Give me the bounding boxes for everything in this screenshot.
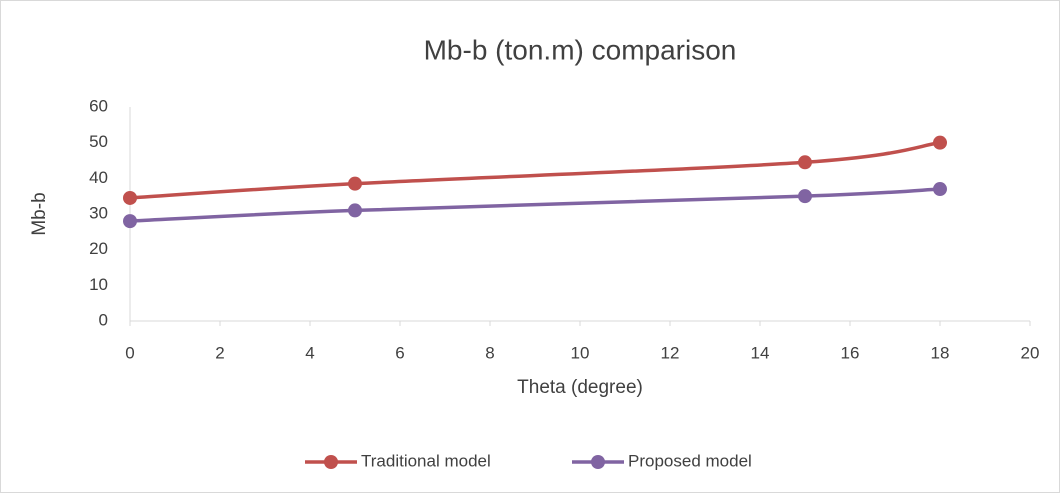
data-point	[798, 155, 812, 170]
data-point	[123, 190, 137, 205]
legend-label: Proposed model	[628, 451, 752, 470]
y-tick-label: 20	[89, 239, 108, 258]
x-tick-label: 14	[751, 343, 770, 362]
y-tick-label: 60	[89, 96, 108, 115]
x-tick-label: 18	[931, 343, 950, 362]
x-tick-label: 16	[841, 343, 860, 362]
y-tick-label: 10	[89, 275, 108, 294]
x-tick-label: 2	[215, 343, 224, 362]
data-point	[933, 135, 947, 150]
data-point	[348, 176, 362, 191]
data-point	[348, 203, 362, 218]
x-tick-label: 4	[305, 343, 314, 362]
legend-marker	[324, 455, 338, 469]
x-tick-label: 8	[485, 343, 494, 362]
x-axis-label: Theta (degree)	[517, 377, 643, 398]
series-line	[129, 140, 941, 200]
data-point	[798, 189, 812, 204]
x-tick-label: 10	[571, 343, 590, 362]
x-tick-label: 0	[125, 343, 134, 362]
data-point	[933, 182, 947, 197]
data-point	[123, 214, 137, 229]
legend-label: Traditional model	[361, 451, 491, 470]
y-tick-label: 30	[89, 203, 108, 222]
series-line	[129, 187, 941, 223]
x-tick-label: 20	[1021, 343, 1040, 362]
x-tick-label: 12	[661, 343, 680, 362]
y-tick-label: 50	[89, 132, 108, 151]
y-axis-label: Mb-b	[29, 192, 50, 235]
y-tick-label: 40	[89, 168, 108, 187]
chart-title: Mb-b (ton.m) comparison	[424, 34, 737, 65]
legend-marker	[591, 455, 605, 469]
y-tick-label: 0	[99, 310, 108, 329]
x-tick-label: 6	[395, 343, 404, 362]
